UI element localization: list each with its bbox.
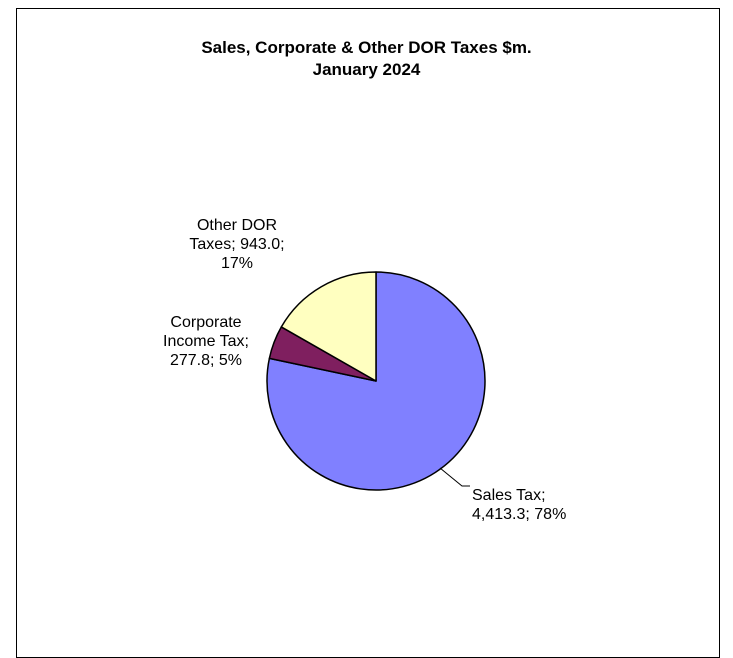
chart-title: Sales, Corporate & Other DOR Taxes $m.	[201, 38, 532, 57]
pie-slice-other-dor-taxes	[280, 271, 377, 382]
leader-line-sales-tax	[439, 467, 470, 487]
data-label-other-dor-taxes: Other DOR Taxes; 943.0; 17%	[189, 217, 284, 272]
data-label-sales-tax: Sales Tax; 4,413.3; 78%	[472, 487, 566, 523]
chart-subtitle: January 2024	[312, 60, 421, 79]
data-label-corporate-income-tax: Corporate Income Tax; 277.8; 5%	[163, 314, 249, 369]
